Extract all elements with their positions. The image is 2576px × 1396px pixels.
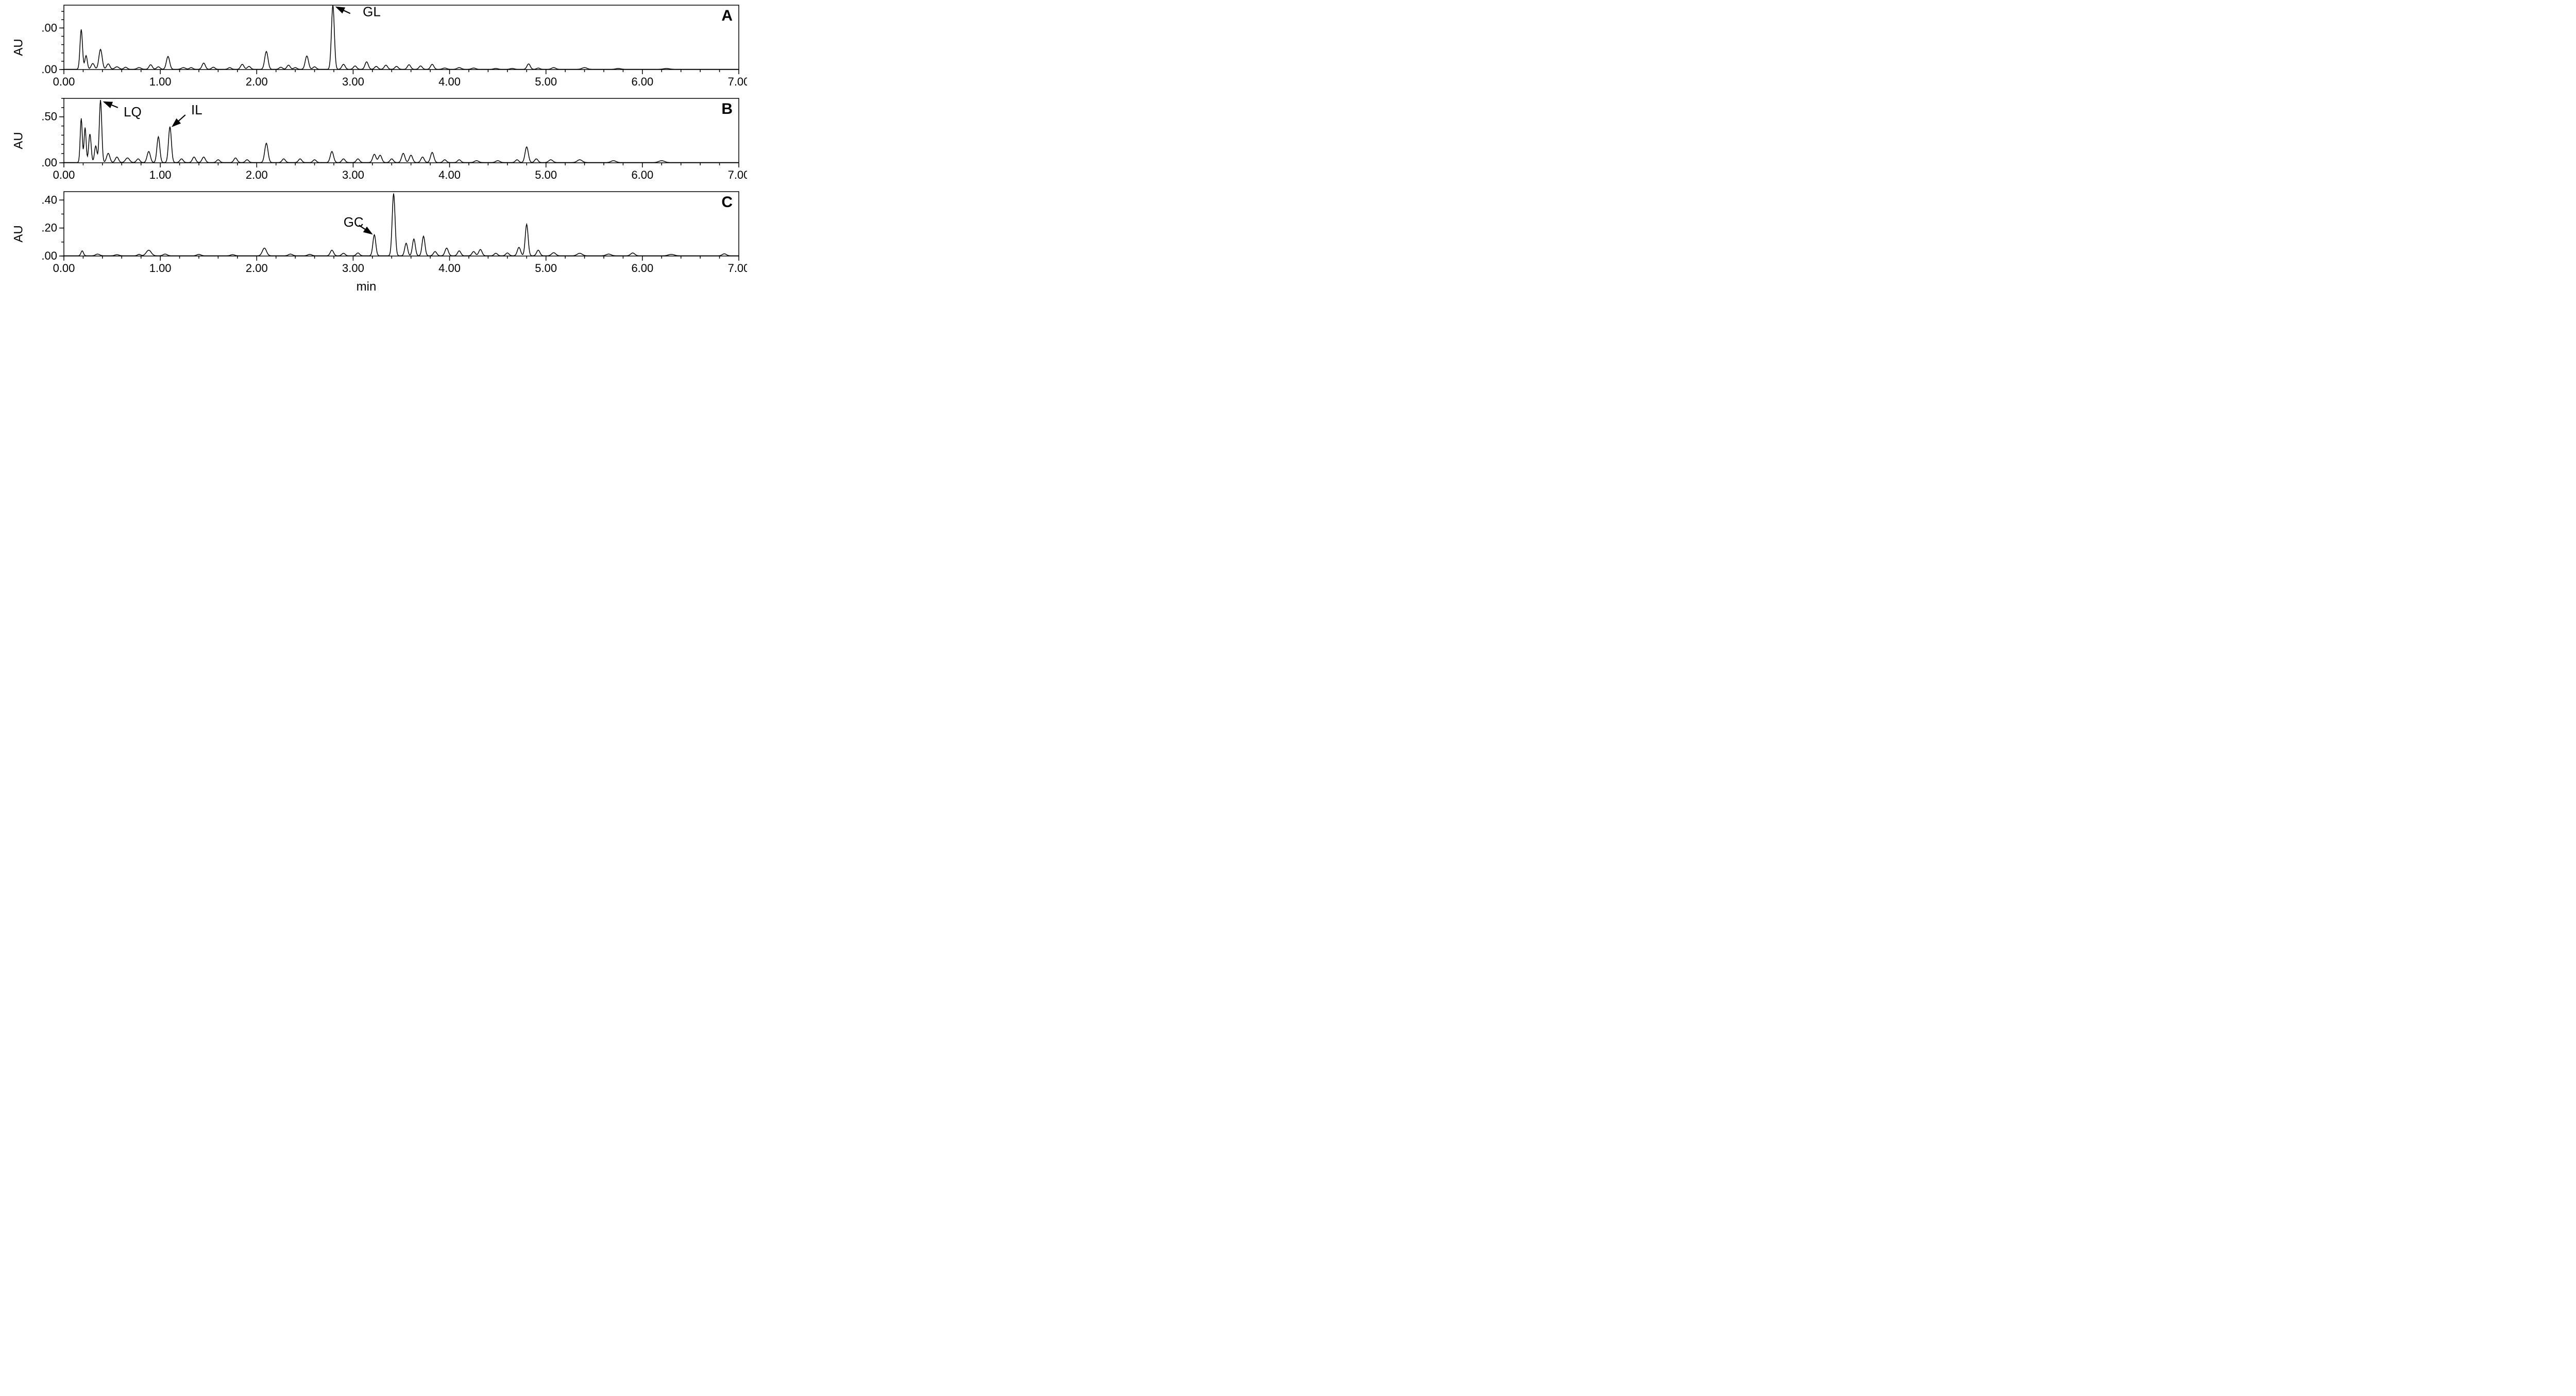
peak-label: GC bbox=[344, 214, 364, 230]
svg-text:5.00: 5.00 bbox=[535, 75, 557, 88]
panel-letter: A bbox=[721, 7, 733, 24]
chromatogram-figure: AU0.001.002.003.004.005.006.007.000.001.… bbox=[0, 0, 733, 296]
svg-text:2.00: 2.00 bbox=[246, 262, 268, 275]
svg-text:0.00: 0.00 bbox=[53, 75, 75, 88]
chromatogram-panel-A: AU0.001.002.003.004.005.006.007.000.001.… bbox=[41, 2, 722, 92]
peak-label: LQ bbox=[124, 104, 142, 120]
svg-text:1.00: 1.00 bbox=[41, 21, 57, 34]
svg-text:1.00: 1.00 bbox=[149, 75, 172, 88]
svg-text:6.00: 6.00 bbox=[631, 75, 653, 88]
svg-text:3.00: 3.00 bbox=[342, 168, 364, 181]
peak-label: IL bbox=[191, 102, 202, 117]
svg-text:0.00: 0.00 bbox=[41, 63, 57, 76]
svg-text:1.00: 1.00 bbox=[149, 262, 172, 275]
svg-text:5.00: 5.00 bbox=[535, 262, 557, 275]
svg-text:0.20: 0.20 bbox=[41, 222, 57, 234]
svg-text:7.00: 7.00 bbox=[728, 168, 747, 181]
svg-text:0.50: 0.50 bbox=[41, 110, 57, 123]
svg-text:6.00: 6.00 bbox=[631, 262, 653, 275]
svg-text:0.00: 0.00 bbox=[41, 249, 57, 262]
svg-text:0.00: 0.00 bbox=[41, 156, 57, 169]
x-axis-label: min bbox=[0, 280, 733, 294]
panel-letter: C bbox=[721, 194, 733, 211]
peak-label: GL bbox=[363, 4, 381, 20]
svg-text:5.00: 5.00 bbox=[535, 168, 557, 181]
svg-text:1.00: 1.00 bbox=[149, 168, 172, 181]
svg-text:0.00: 0.00 bbox=[53, 262, 75, 275]
svg-text:4.00: 4.00 bbox=[438, 262, 461, 275]
svg-text:2.00: 2.00 bbox=[246, 168, 268, 181]
panel-letter: B bbox=[721, 100, 733, 117]
svg-text:3.00: 3.00 bbox=[342, 75, 364, 88]
svg-text:6.00: 6.00 bbox=[631, 168, 653, 181]
svg-text:2.00: 2.00 bbox=[246, 75, 268, 88]
y-axis-label: AU bbox=[12, 225, 26, 242]
svg-text:7.00: 7.00 bbox=[728, 75, 747, 88]
svg-text:7.00: 7.00 bbox=[728, 262, 747, 275]
chromatogram-panel-B: AU0.001.002.003.004.005.006.007.000.000.… bbox=[41, 95, 722, 185]
chromatogram-panel-C: AU0.001.002.003.004.005.006.007.000.000.… bbox=[41, 189, 722, 279]
y-axis-label: AU bbox=[12, 132, 26, 149]
y-axis-label: AU bbox=[12, 39, 26, 56]
svg-text:0.40: 0.40 bbox=[41, 193, 57, 206]
svg-text:0.00: 0.00 bbox=[53, 168, 75, 181]
svg-text:4.00: 4.00 bbox=[438, 168, 461, 181]
svg-text:3.00: 3.00 bbox=[342, 262, 364, 275]
svg-text:4.00: 4.00 bbox=[438, 75, 461, 88]
